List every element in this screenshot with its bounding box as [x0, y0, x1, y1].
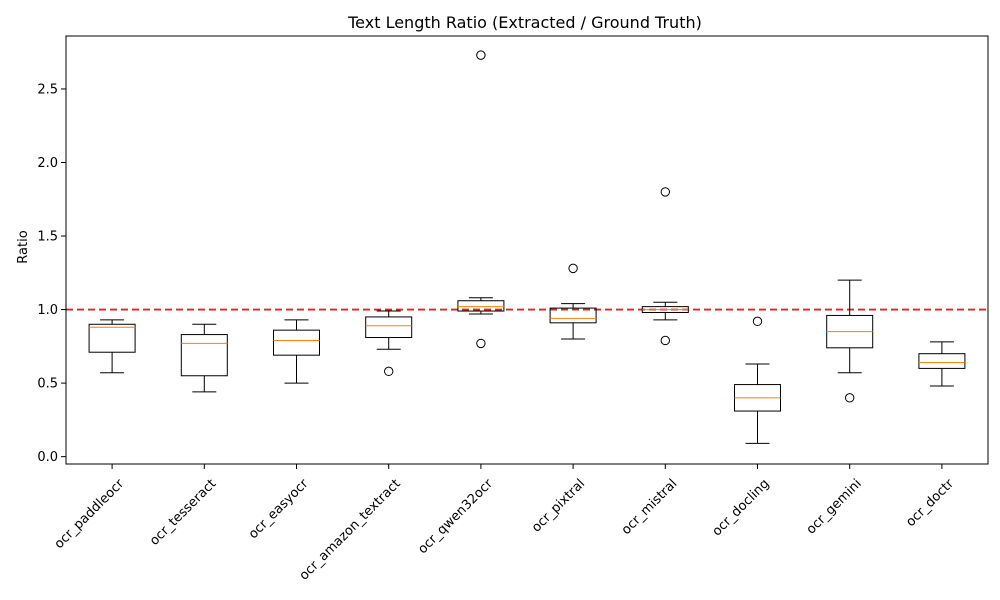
axes-frame [65, 35, 989, 465]
outlier-point [476, 338, 486, 349]
box [918, 353, 966, 369]
box [457, 300, 505, 312]
y-tick-label: 0.5 [37, 377, 58, 392]
box [549, 307, 597, 324]
box [88, 323, 136, 353]
box [180, 334, 228, 377]
outlier-point [752, 316, 763, 327]
outlier-point [476, 50, 486, 60]
box [365, 316, 413, 339]
outlier-point [845, 393, 855, 403]
outlier-point [384, 366, 394, 377]
y-tick-label: 0.0 [37, 450, 58, 465]
y-tick-label: 2.5 [37, 82, 58, 97]
y-axis-label: Ratio [16, 230, 31, 263]
outlier-point [660, 187, 670, 197]
y-tick-label: 1.0 [37, 303, 58, 318]
chart-title: Text Length Ratio (Extracted / Ground Tr… [347, 13, 702, 32]
y-tick-label: 1.5 [37, 230, 58, 245]
outlier-point [568, 263, 578, 274]
y-tick-label: 2.0 [37, 156, 58, 171]
outlier-point [660, 335, 670, 346]
box [273, 329, 320, 356]
